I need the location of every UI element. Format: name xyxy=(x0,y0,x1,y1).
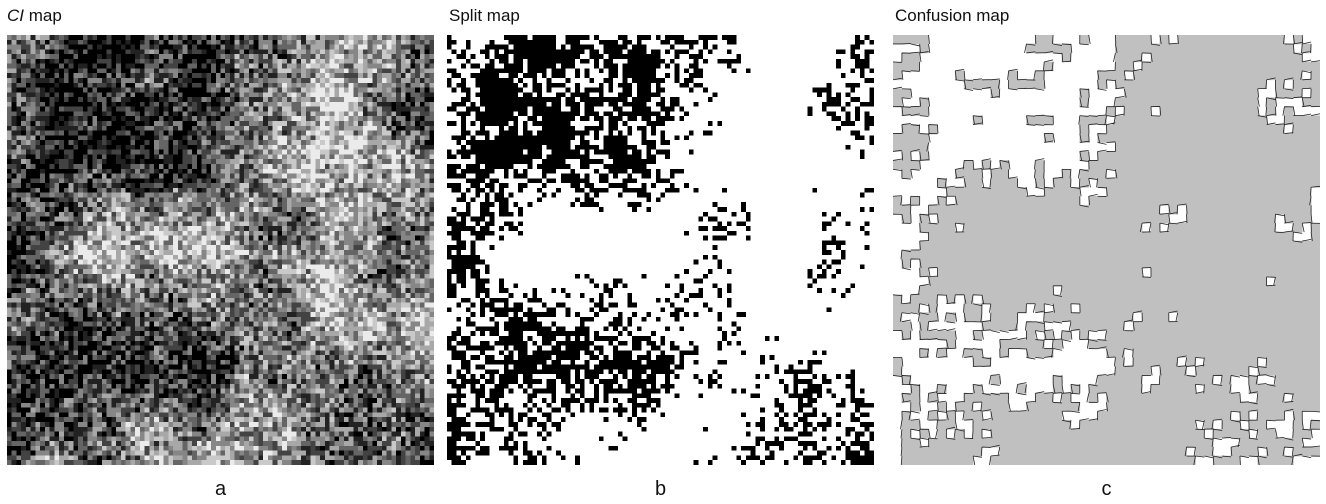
confusion-map-image xyxy=(893,35,1320,465)
panel-caption: c xyxy=(893,478,1320,501)
figure: CI map Split map Confusion map a b c (()… xyxy=(0,0,1326,504)
panel-title: Split map xyxy=(449,6,520,26)
panel-title-italic: CI xyxy=(7,6,24,25)
ci-map-image xyxy=(7,35,434,465)
panel-title: CI map xyxy=(7,6,62,26)
split-map-image xyxy=(447,35,874,465)
panel-caption: b xyxy=(447,478,874,501)
panel-title: Confusion map xyxy=(895,6,1009,26)
panel-caption: a xyxy=(7,478,434,501)
panel-title-text: map xyxy=(29,6,62,25)
